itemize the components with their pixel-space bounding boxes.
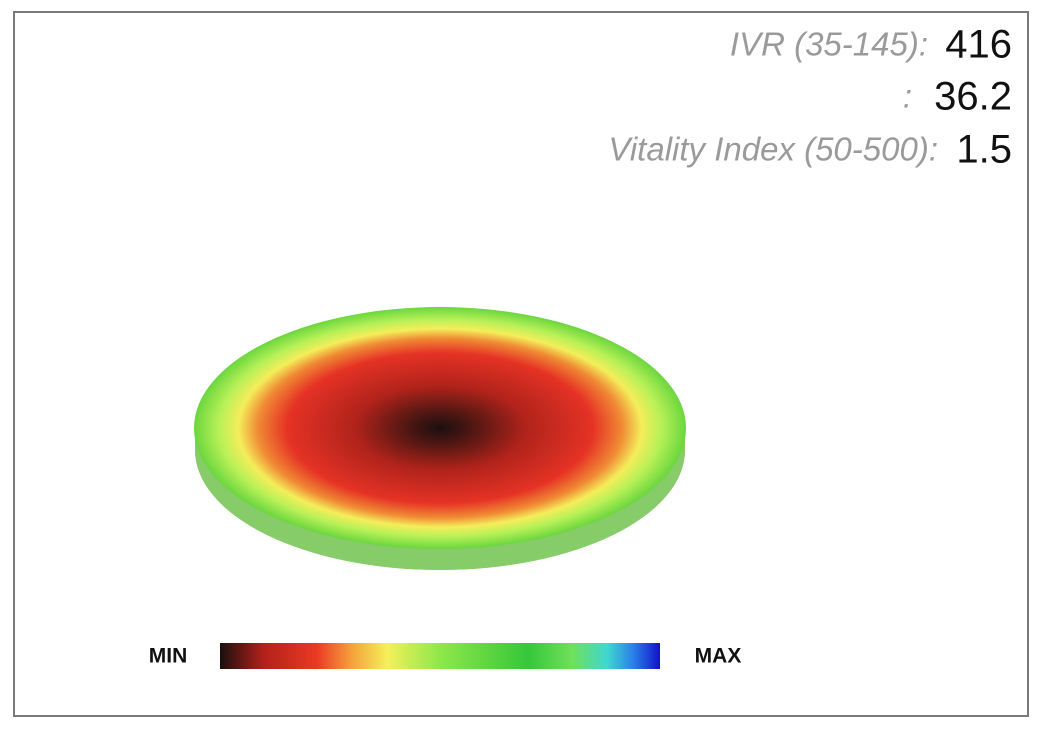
metrics: IVR (35-145): 416 : 36.2 Vitality Index … (608, 23, 1012, 172)
metric-label: Vitality Index (50-500): (608, 131, 938, 168)
legend-max: MAX (695, 645, 742, 668)
metric-label: : (903, 78, 912, 115)
metric-label: IVR (35-145): (730, 26, 928, 63)
disc (194, 307, 686, 570)
color-legend: MIN MAX (149, 643, 742, 669)
disc-top (194, 307, 686, 549)
metric-value: 1.5 (956, 128, 1012, 172)
legend-min: MIN (149, 645, 188, 668)
metric-value: 36.2 (934, 75, 1012, 119)
color-scale (220, 643, 660, 669)
metric-value: 416 (945, 23, 1012, 67)
